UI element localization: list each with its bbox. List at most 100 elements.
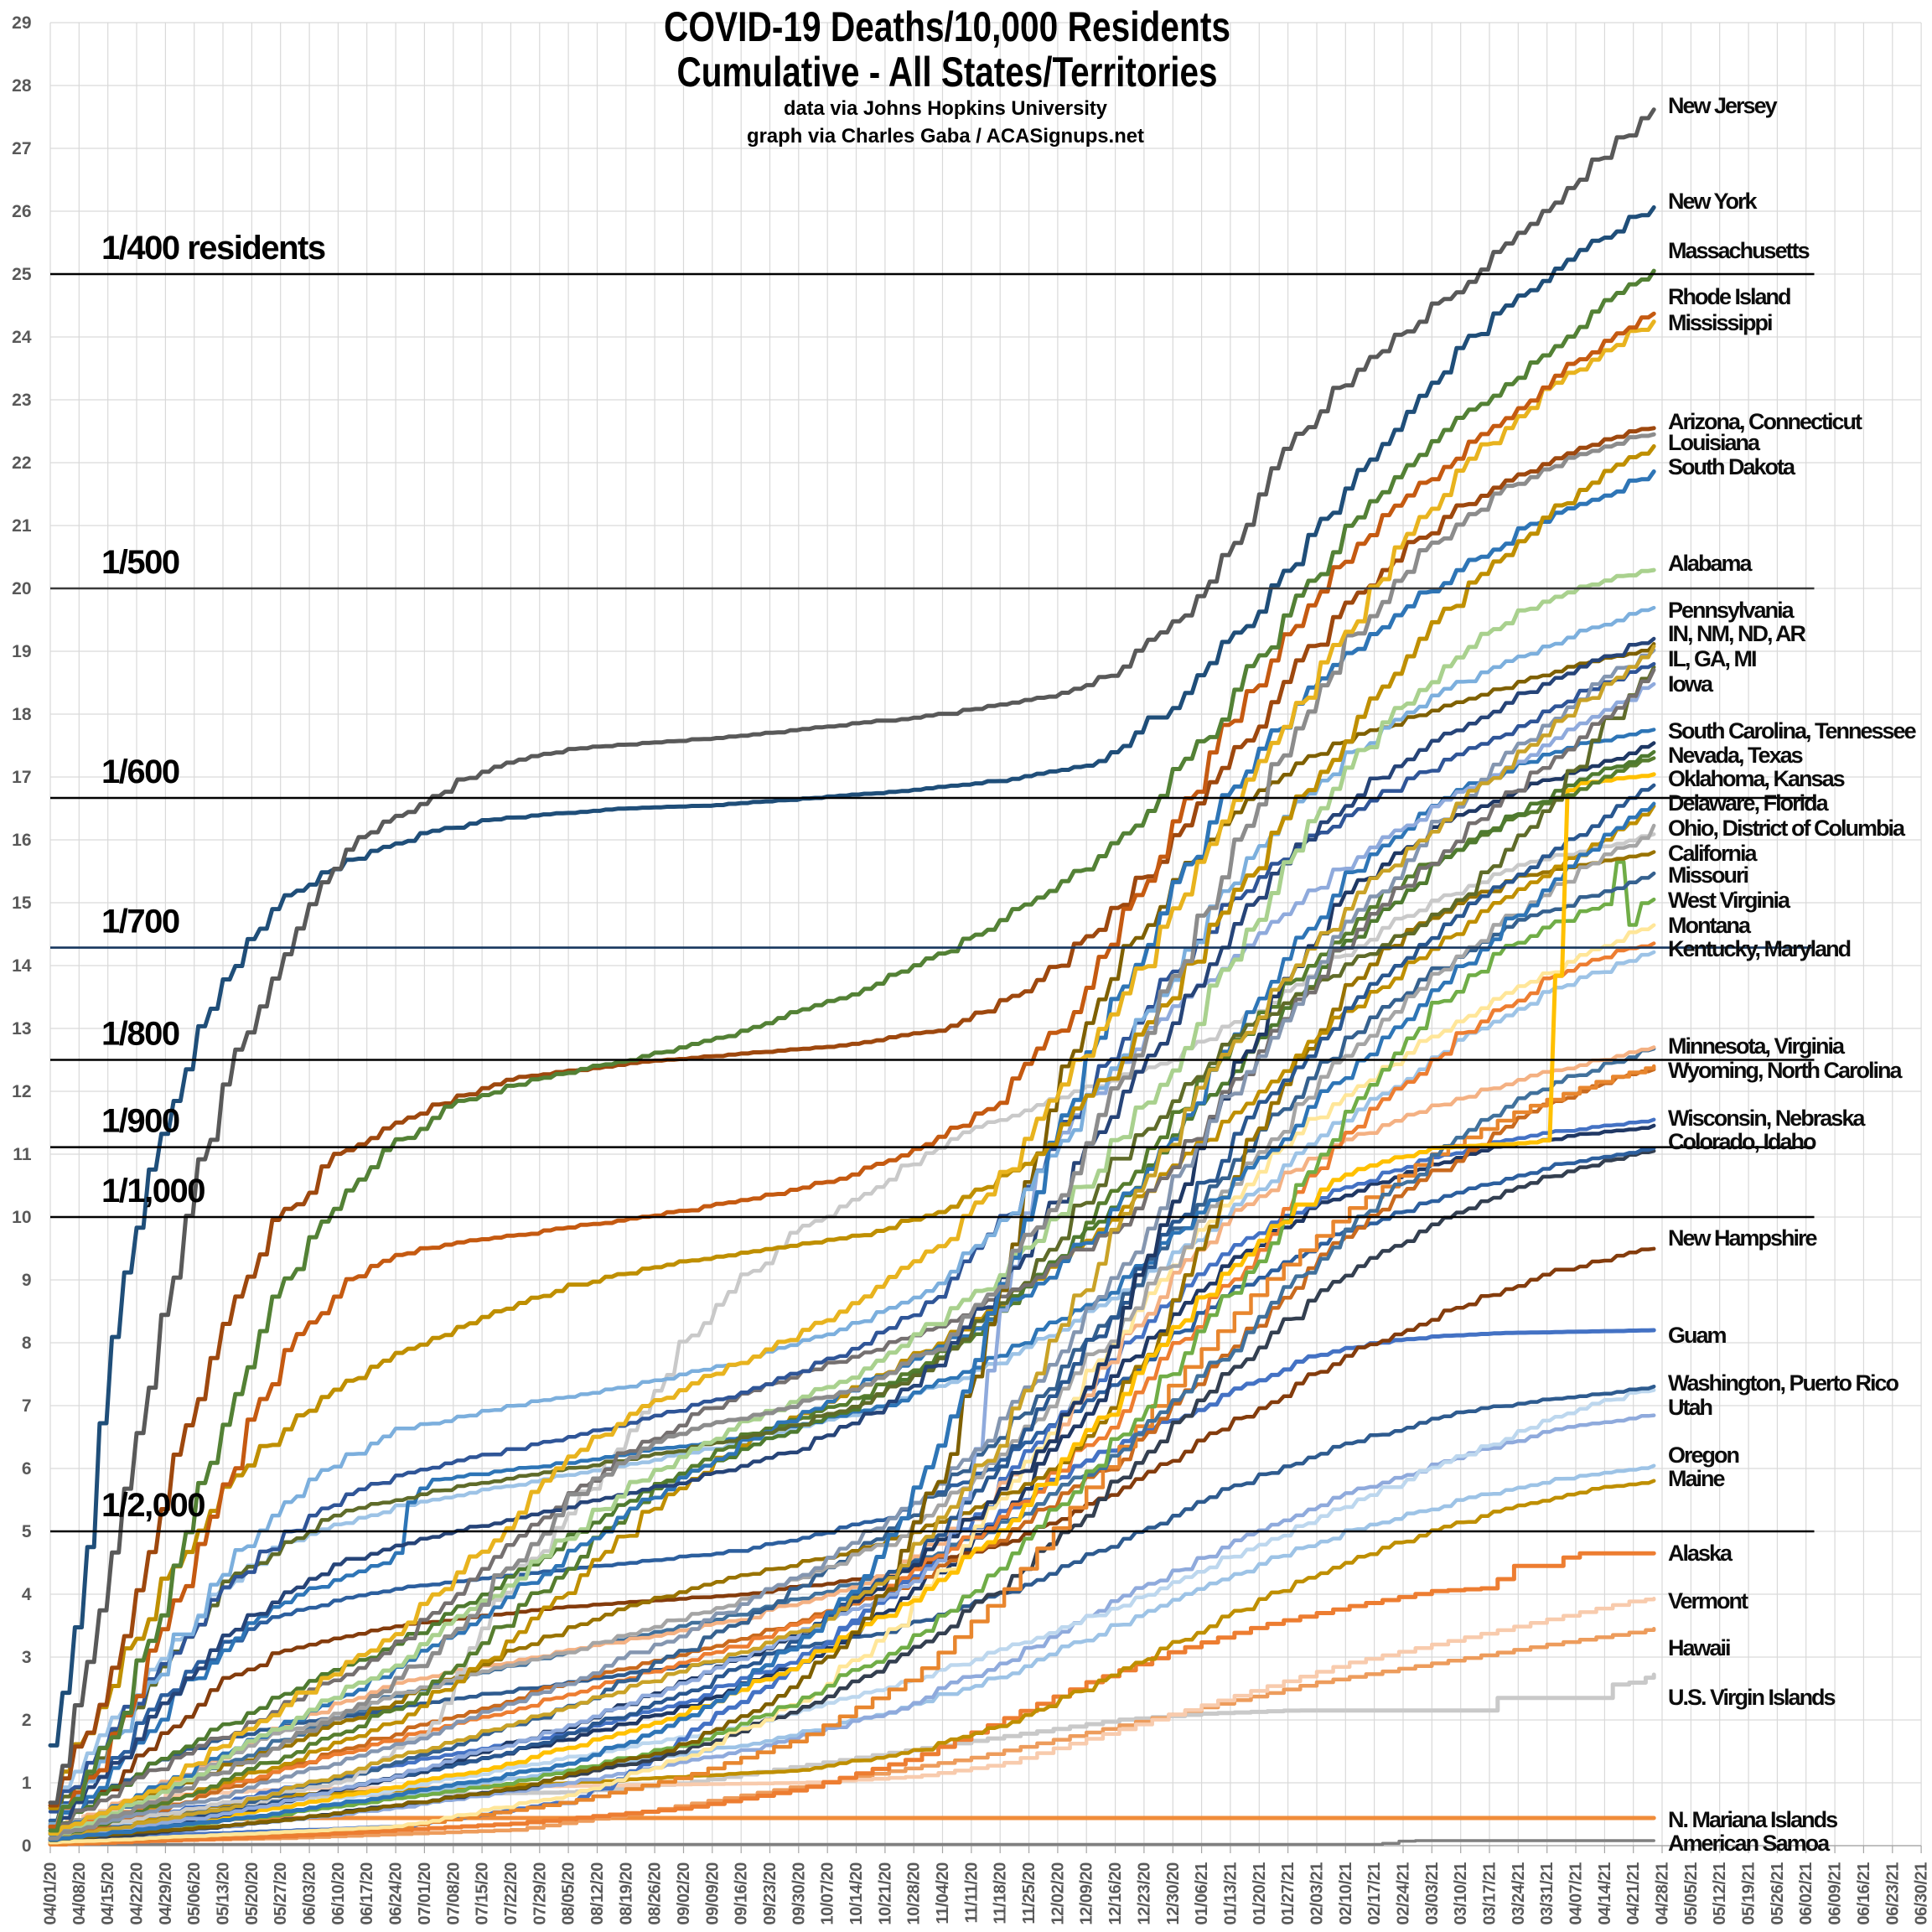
svg-text:05/20/20: 05/20/20 (243, 1862, 262, 1925)
svg-text:West Virginia: West Virginia (1668, 888, 1791, 913)
svg-text:18: 18 (12, 705, 32, 724)
svg-text:Washington, Puerto Rico: Washington, Puerto Rico (1668, 1370, 1898, 1396)
svg-text:1/900: 1/900 (101, 1103, 179, 1140)
svg-text:Alaska: Alaska (1668, 1541, 1733, 1566)
svg-text:Mississippi: Mississippi (1668, 310, 1772, 335)
svg-text:IL, GA, MI: IL, GA, MI (1668, 646, 1756, 671)
svg-text:06/24/20: 06/24/20 (387, 1862, 406, 1925)
svg-text:06/30/21: 06/30/21 (1913, 1862, 1931, 1925)
svg-text:13: 13 (12, 1019, 31, 1039)
svg-text:09/02/20: 09/02/20 (675, 1862, 693, 1925)
svg-text:03/31/21: 03/31/21 (1538, 1862, 1556, 1925)
svg-text:1/400 residents: 1/400 residents (101, 230, 325, 267)
svg-text:Louisiana: Louisiana (1668, 430, 1761, 455)
svg-text:Vermont: Vermont (1668, 1588, 1748, 1613)
svg-text:3: 3 (22, 1648, 32, 1667)
svg-text:07/08/20: 07/08/20 (444, 1862, 463, 1925)
svg-text:Arizona, Connecticut: Arizona, Connecticut (1668, 409, 1862, 434)
svg-text:04/15/20: 04/15/20 (99, 1862, 117, 1925)
svg-text:11/04/20: 11/04/20 (934, 1862, 952, 1924)
svg-text:Hawaii: Hawaii (1668, 1635, 1730, 1660)
svg-text:09/09/20: 09/09/20 (703, 1862, 722, 1925)
svg-text:06/17/20: 06/17/20 (358, 1862, 376, 1925)
svg-text:Wyoming, North Carolina: Wyoming, North Carolina (1668, 1058, 1903, 1083)
svg-text:25: 25 (12, 265, 32, 284)
svg-text:05/27/20: 05/27/20 (272, 1862, 290, 1925)
svg-text:1/600: 1/600 (101, 754, 179, 790)
svg-text:04/14/21: 04/14/21 (1596, 1862, 1614, 1925)
svg-text:12: 12 (12, 1082, 31, 1101)
svg-text:06/23/21: 06/23/21 (1883, 1862, 1902, 1925)
svg-text:New York: New York (1668, 189, 1758, 214)
svg-text:1/2,000: 1/2,000 (101, 1487, 205, 1524)
svg-text:Alabama: Alabama (1668, 551, 1753, 576)
svg-text:10/28/20: 10/28/20 (905, 1862, 924, 1925)
svg-text:08/19/20: 08/19/20 (617, 1862, 635, 1925)
svg-text:4: 4 (22, 1585, 32, 1604)
svg-text:03/03/21: 03/03/21 (1423, 1862, 1442, 1925)
svg-text:11/18/20: 11/18/20 (992, 1862, 1010, 1924)
svg-text:23: 23 (12, 391, 31, 410)
svg-text:19: 19 (12, 642, 31, 661)
svg-text:06/02/21: 06/02/21 (1797, 1862, 1815, 1925)
svg-text:08/26/20: 08/26/20 (646, 1862, 665, 1925)
svg-text:Colorado, Idaho: Colorado, Idaho (1668, 1129, 1816, 1154)
svg-text:Maine: Maine (1668, 1466, 1726, 1491)
svg-text:Kentucky, Maryland: Kentucky, Maryland (1668, 936, 1851, 961)
svg-text:9: 9 (22, 1271, 32, 1290)
svg-text:12/16/20: 12/16/20 (1106, 1862, 1125, 1925)
svg-text:05/06/20: 05/06/20 (185, 1862, 204, 1925)
svg-text:South Dakota: South Dakota (1668, 454, 1796, 479)
svg-text:10/07/20: 10/07/20 (819, 1862, 837, 1925)
svg-text:7: 7 (22, 1396, 32, 1416)
svg-text:12/30/20: 12/30/20 (1164, 1862, 1183, 1925)
svg-text:1/700: 1/700 (101, 904, 179, 940)
svg-text:05/12/21: 05/12/21 (1711, 1862, 1729, 1925)
svg-text:09/16/20: 09/16/20 (733, 1862, 751, 1925)
svg-text:New Jersey: New Jersey (1668, 93, 1778, 118)
svg-text:07/22/20: 07/22/20 (502, 1862, 521, 1925)
svg-text:Nevada, Texas: Nevada, Texas (1668, 743, 1803, 768)
svg-text:02/17/21: 02/17/21 (1365, 1862, 1384, 1925)
svg-text:06/03/20: 06/03/20 (301, 1862, 319, 1925)
svg-text:06/10/20: 06/10/20 (329, 1862, 348, 1925)
svg-text:Montana: Montana (1668, 913, 1752, 938)
svg-text:Delaware, Florida: Delaware, Florida (1668, 790, 1830, 816)
svg-text:01/13/21: 01/13/21 (1221, 1862, 1240, 1925)
svg-text:04/07/21: 04/07/21 (1567, 1862, 1586, 1925)
svg-text:10/14/20: 10/14/20 (847, 1862, 866, 1925)
svg-text:07/29/20: 07/29/20 (531, 1862, 549, 1925)
svg-text:03/17/21: 03/17/21 (1481, 1862, 1500, 1925)
svg-text:5: 5 (22, 1522, 32, 1541)
svg-text:Pennsylvania: Pennsylvania (1668, 598, 1795, 623)
svg-text:New Hampshire: New Hampshire (1668, 1225, 1818, 1251)
svg-text:Guam: Guam (1668, 1323, 1727, 1348)
svg-text:IN, NM, ND, AR: IN, NM, ND, AR (1668, 621, 1805, 646)
svg-text:N. Mariana Islands: N. Mariana Islands (1668, 1807, 1837, 1832)
svg-text:06/09/21: 06/09/21 (1826, 1862, 1845, 1925)
svg-text:Oregon: Oregon (1668, 1443, 1739, 1468)
svg-text:24: 24 (12, 328, 32, 347)
svg-text:17: 17 (12, 768, 31, 787)
svg-text:data via Johns Hopkins Univers: data via Johns Hopkins University (784, 97, 1108, 120)
svg-text:Minnesota, Virginia: Minnesota, Virginia (1668, 1033, 1846, 1059)
svg-text:1/1,000: 1/1,000 (101, 1173, 205, 1209)
svg-text:01/06/21: 01/06/21 (1193, 1862, 1211, 1925)
svg-text:Wisconsin, Nebraska: Wisconsin, Nebraska (1668, 1106, 1866, 1131)
svg-text:04/01/20: 04/01/20 (42, 1862, 60, 1925)
svg-text:Iowa: Iowa (1668, 671, 1714, 697)
svg-text:11/11/20: 11/11/20 (962, 1862, 981, 1924)
svg-text:09/23/20: 09/23/20 (761, 1862, 780, 1925)
svg-text:1/800: 1/800 (101, 1016, 179, 1053)
svg-text:12/02/20: 12/02/20 (1049, 1862, 1067, 1925)
svg-text:Rhode Island: Rhode Island (1668, 284, 1790, 309)
svg-text:05/19/21: 05/19/21 (1740, 1862, 1758, 1925)
svg-text:12/23/20: 12/23/20 (1135, 1862, 1153, 1925)
svg-text:01/27/21: 01/27/21 (1279, 1862, 1297, 1925)
svg-text:Massachusetts: Massachusetts (1668, 238, 1810, 263)
svg-text:8: 8 (22, 1334, 32, 1353)
svg-text:07/01/20: 07/01/20 (416, 1862, 434, 1925)
svg-text:21: 21 (12, 516, 32, 536)
svg-text:0: 0 (22, 1836, 32, 1856)
svg-text:04/22/20: 04/22/20 (128, 1862, 147, 1925)
